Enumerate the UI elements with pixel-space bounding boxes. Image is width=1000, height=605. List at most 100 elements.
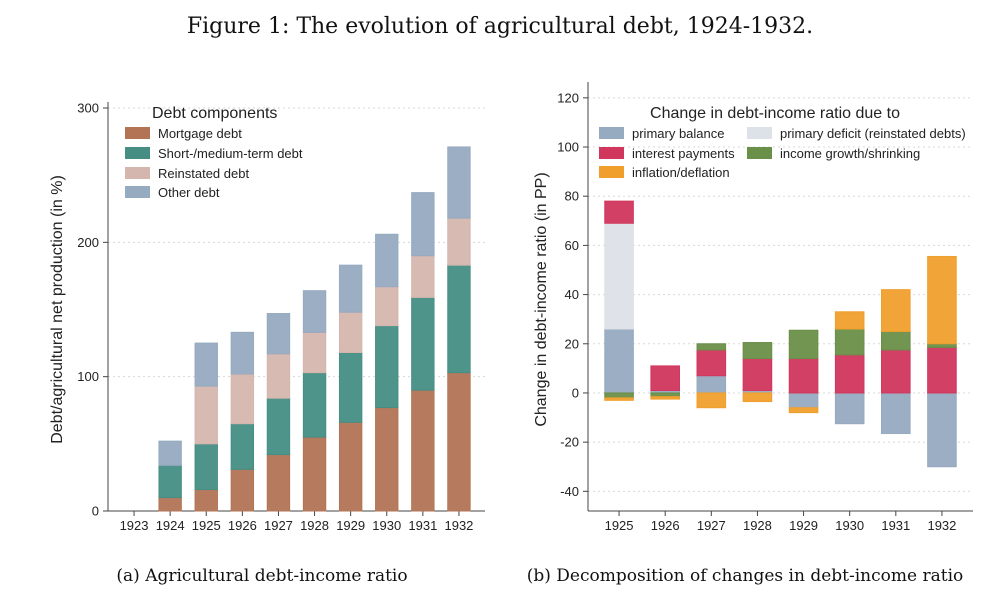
bar-reinstated-debt-1929	[338, 311, 363, 353]
legend-title: Debt components	[152, 105, 277, 122]
bar-primary-balance-1927	[696, 375, 727, 394]
x-tick-label: 1932	[444, 518, 473, 533]
bar-primary-balance-1931	[881, 392, 911, 435]
bar-reinstated-debt-1930	[375, 286, 399, 327]
bar-mortgage-debt-1924	[158, 497, 182, 512]
bar-interest-payments-1925	[604, 200, 634, 224]
y-tick-label: 20	[565, 336, 579, 351]
x-tick-label: 1927	[264, 518, 293, 533]
legend-swatch-short-medium-term-debt	[125, 147, 150, 159]
bar-primary-deficit-reinstated-debts-1925	[604, 222, 634, 330]
bar-inflation-deflation-1929	[788, 407, 819, 414]
bar-other-debt-1927	[266, 313, 291, 355]
x-tick-label: 1929	[789, 518, 818, 533]
bar-inflation-deflation-1932	[927, 255, 957, 345]
y-tick-label: 40	[565, 287, 579, 302]
y-tick-label: 200	[77, 235, 99, 250]
bar-short-medium-term-debt-1926	[230, 423, 255, 470]
bar-other-debt-1930	[375, 233, 399, 288]
bar-reinstated-debt-1925	[194, 385, 218, 445]
legend-swatch-mortgage-debt	[125, 127, 150, 139]
bar-short-medium-term-debt-1925	[194, 443, 218, 491]
x-tick-label: 1924	[156, 518, 185, 533]
legend-swatch-inflation-deflation	[599, 166, 624, 178]
x-tick-label: 1925	[192, 518, 221, 533]
legend-label-reinstated-debt: Reinstated debt	[158, 166, 249, 181]
legend-label-primary-deficit-reinstated-debts: primary deficit (reinstated debts)	[780, 126, 966, 141]
legend-swatch-reinstated-debt	[125, 167, 150, 179]
y-axis-label: Debt/agricultural net production (in %)	[49, 175, 66, 444]
bar-other-debt-1931	[411, 192, 435, 257]
legend-label-mortgage-debt: Mortgage debt	[158, 126, 242, 141]
bar-primary-balance-1932	[927, 392, 957, 468]
bar-income-growth-shrinking-1929	[788, 329, 819, 360]
legend-swatch-other-debt	[125, 186, 150, 198]
bar-interest-payments-1928	[742, 358, 773, 391]
bar-interest-payments-1931	[881, 349, 911, 394]
legend-label-interest-payments: interest payments	[632, 146, 735, 161]
bar-mortgage-debt-1932	[447, 372, 471, 512]
x-tick-label: 1926	[651, 518, 680, 533]
bar-interest-payments-1929	[788, 358, 819, 394]
bar-short-medium-term-debt-1924	[158, 464, 182, 499]
x-tick-label: 1932	[927, 518, 956, 533]
bar-primary-balance-1930	[834, 392, 865, 425]
x-tick-label: 1930	[835, 518, 864, 533]
bar-mortgage-debt-1925	[194, 489, 218, 512]
caption: (b) Decomposition of changes in debt-inc…	[527, 566, 964, 586]
y-tick-label: -20	[560, 435, 579, 450]
bar-inflation-deflation-1926	[650, 396, 680, 400]
bar-mortgage-debt-1926	[230, 468, 255, 512]
y-tick-label: 0	[92, 504, 99, 519]
x-tick-label: 1930	[372, 518, 401, 533]
bar-other-debt-1926	[230, 331, 255, 375]
legend-label-income-growth-shrinking: income growth/shrinking	[780, 146, 920, 161]
y-tick-label: 300	[77, 101, 99, 116]
bar-mortgage-debt-1927	[266, 454, 291, 512]
x-tick-label: 1931	[881, 518, 910, 533]
y-tick-label: -40	[560, 484, 579, 499]
y-tick-label: 100	[77, 369, 99, 384]
legend-swatch-primary-balance	[599, 127, 624, 139]
bar-inflation-deflation-1927	[696, 392, 727, 409]
chart-agricultural-debt-income-ratio: 0 100 200 300 Debt/agricultural net producti…	[49, 101, 485, 586]
x-tick-label: 1928	[300, 518, 329, 533]
bar-reinstated-debt-1931	[411, 255, 435, 298]
bar-mortgage-debt-1930	[375, 407, 399, 512]
x-tick-label: 1927	[697, 518, 726, 533]
y-tick-label: 100	[557, 140, 579, 155]
bar-short-medium-term-debt-1930	[375, 325, 399, 409]
bar-mortgage-debt-1928	[302, 436, 327, 512]
x-tick-label: 1929	[336, 518, 365, 533]
bar-income-growth-shrinking-1931	[881, 330, 911, 351]
bar-interest-payments-1932	[927, 346, 957, 394]
bar-other-debt-1929	[338, 264, 363, 313]
bar-inflation-deflation-1931	[881, 289, 911, 332]
bar-other-debt-1932	[447, 146, 471, 219]
bar-short-medium-term-debt-1929	[338, 351, 363, 423]
bar-other-debt-1928	[302, 290, 327, 333]
y-tick-label: 80	[565, 189, 579, 204]
bar-interest-payments-1927	[696, 349, 727, 377]
x-tick-label: 1931	[408, 518, 437, 533]
bar-income-growth-shrinking-1927	[696, 343, 727, 351]
legend-label-other-debt: Other debt	[158, 185, 220, 200]
bar-other-debt-1925	[194, 342, 218, 387]
bar-short-medium-term-debt-1927	[266, 397, 291, 456]
legend-title: Change in debt-income ratio due to	[650, 105, 900, 122]
legend-swatch-interest-payments	[599, 147, 624, 159]
chart-decomposition-of-changes: -40 -20 0 20 40 60 80 100 120 Change in debt-inco…	[527, 82, 973, 586]
bar-reinstated-debt-1927	[266, 353, 291, 399]
legend-label-primary-balance: primary balance	[632, 126, 725, 141]
bar-short-medium-term-debt-1931	[411, 296, 435, 391]
bar-inflation-deflation-1930	[834, 311, 865, 330]
bar-mortgage-debt-1931	[411, 389, 435, 512]
bar-income-growth-shrinking-1925	[604, 392, 634, 399]
x-tick-label: 1926	[228, 518, 257, 533]
bar-primary-balance-1929	[788, 392, 819, 409]
bar-income-growth-shrinking-1928	[742, 342, 773, 360]
y-tick-label: 120	[557, 90, 579, 105]
bar-short-medium-term-debt-1932	[447, 264, 471, 374]
bar-primary-balance-1925	[604, 328, 634, 394]
bar-interest-payments-1930	[834, 354, 865, 394]
